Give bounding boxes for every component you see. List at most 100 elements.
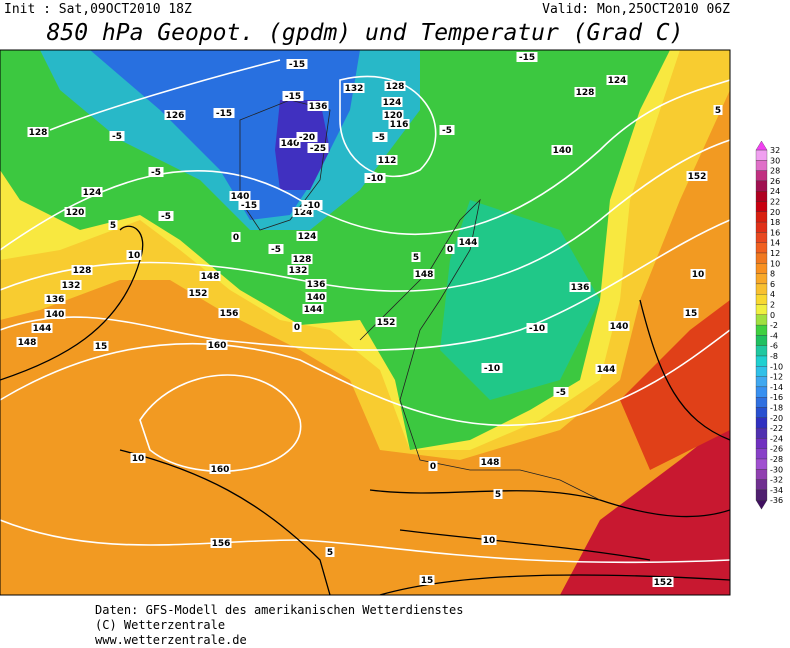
contour-label-box xyxy=(199,271,221,281)
contour-label: -10 xyxy=(481,363,503,374)
colorbar-label: -36 xyxy=(770,496,783,505)
contour-label: 144 xyxy=(31,323,53,334)
contour-label-box xyxy=(292,322,302,332)
contour-label-text: 136 xyxy=(309,102,328,112)
contour-label: 144 xyxy=(302,304,324,315)
contour-label-text: 126 xyxy=(166,111,185,121)
contour-label: 160 xyxy=(206,340,228,351)
contour-label: -25 xyxy=(307,143,329,154)
colorbar-swatch xyxy=(755,149,768,161)
contour-label-box xyxy=(130,453,146,463)
contour-label-box xyxy=(296,132,318,142)
contour-label-text: 5 xyxy=(327,548,333,558)
map xyxy=(0,50,730,595)
colorbar-swatch xyxy=(755,345,768,357)
colorbar-label: 12 xyxy=(770,249,780,258)
contour-label-text: 128 xyxy=(386,82,405,92)
contour-label: -10 xyxy=(364,173,386,184)
contour-label-text: 152 xyxy=(189,289,208,299)
contour-label: -5 xyxy=(439,125,455,136)
contour-label-text: 112 xyxy=(378,156,397,166)
contour-label: 136 xyxy=(307,101,329,112)
contour-label-text: -10 xyxy=(304,201,320,211)
contour-label-text: 128 xyxy=(576,88,595,98)
contour-label: 156 xyxy=(210,538,232,549)
colorbar-swatch xyxy=(755,458,768,470)
contour-label-box xyxy=(608,321,630,331)
colorbar-swatch xyxy=(755,304,768,315)
contour-label-box xyxy=(44,294,66,304)
contour-label-box xyxy=(516,52,538,62)
colorbar-label: -16 xyxy=(770,393,783,402)
colorbar-label: -28 xyxy=(770,455,783,464)
contour-label: 126 xyxy=(164,110,186,121)
contour-label-text: 140 xyxy=(46,310,65,320)
contour-label: 5 xyxy=(411,252,421,263)
contour-label-text: -15 xyxy=(216,109,232,119)
colorbar-swatch xyxy=(755,427,768,439)
contour-label-text: 140 xyxy=(231,192,250,202)
contour-label-text: 120 xyxy=(66,208,85,218)
contour-label-text: 144 xyxy=(33,324,52,334)
colorbar-swatch xyxy=(755,376,768,388)
colorbar-label: 0 xyxy=(770,311,775,320)
contour-label-text: 152 xyxy=(377,318,396,328)
contour-label: 5 xyxy=(493,489,503,500)
colorbar-label: -30 xyxy=(770,465,783,474)
contour-label-box xyxy=(364,173,386,183)
contour-label: 148 xyxy=(479,457,501,468)
contour-label: 152 xyxy=(187,288,209,299)
contour-label-box xyxy=(231,232,241,242)
contour-label-box xyxy=(27,127,49,137)
hot-region xyxy=(560,420,730,595)
contour-label: 0 xyxy=(428,461,438,472)
contour-label: -5 xyxy=(109,131,125,142)
contour-label: 5 xyxy=(325,547,335,558)
contour-label-box xyxy=(301,200,323,210)
contour-label-text: -5 xyxy=(161,212,171,222)
contour-label-text: -5 xyxy=(442,126,452,136)
colorbar-label: 4 xyxy=(770,290,775,299)
contour-label-box xyxy=(209,464,231,474)
contour-label-box xyxy=(713,105,723,115)
contour-label-text: 132 xyxy=(62,281,81,291)
contour-label-box xyxy=(16,337,38,347)
contour-label-text: 124 xyxy=(383,98,402,108)
warm-region xyxy=(620,300,730,470)
contour-label-text: 140 xyxy=(610,322,629,332)
contour-label-text: 132 xyxy=(289,266,308,276)
contour-label: 136 xyxy=(569,282,591,293)
colorbar-label: -8 xyxy=(770,352,778,361)
contour-label-box xyxy=(305,292,327,302)
contour-label-box xyxy=(307,143,329,153)
contour-label: 140 xyxy=(44,309,66,320)
contour-label-box xyxy=(388,119,410,129)
contour-label-text: 116 xyxy=(390,120,409,130)
colorbar-label: 32 xyxy=(770,146,780,155)
contour-label: 15 xyxy=(93,341,109,352)
contour-label-text: -5 xyxy=(112,132,122,142)
colorbar-label: -22 xyxy=(770,424,783,433)
colorbar-label: 28 xyxy=(770,167,780,176)
contour-label-text: 120 xyxy=(384,111,403,121)
contour-label-box xyxy=(481,535,497,545)
colorbar-label: -12 xyxy=(770,373,783,382)
contour-label: 116 xyxy=(388,119,410,130)
contour-label: 124 xyxy=(381,97,403,108)
contour-label-text: 148 xyxy=(481,458,500,468)
contour-label: -5 xyxy=(158,211,174,222)
contour-label-box xyxy=(31,323,53,333)
colorbar-swatch xyxy=(755,283,768,295)
contour-label: 152 xyxy=(375,317,397,328)
contour-label-box xyxy=(595,364,617,374)
contour-label-box xyxy=(445,244,455,254)
contour-label-text: -15 xyxy=(285,92,301,102)
contour-label-text: 148 xyxy=(201,272,220,282)
contour-label-text: 5 xyxy=(110,221,116,231)
colorbar-label: 10 xyxy=(770,259,780,268)
map-title: 850 hPa Geopot. (gpdm) und Temperatur (G… xyxy=(47,20,684,46)
contour-label-text: 128 xyxy=(73,266,92,276)
contour-label: 10 xyxy=(126,250,142,261)
contour-label-text: 10 xyxy=(128,251,141,261)
